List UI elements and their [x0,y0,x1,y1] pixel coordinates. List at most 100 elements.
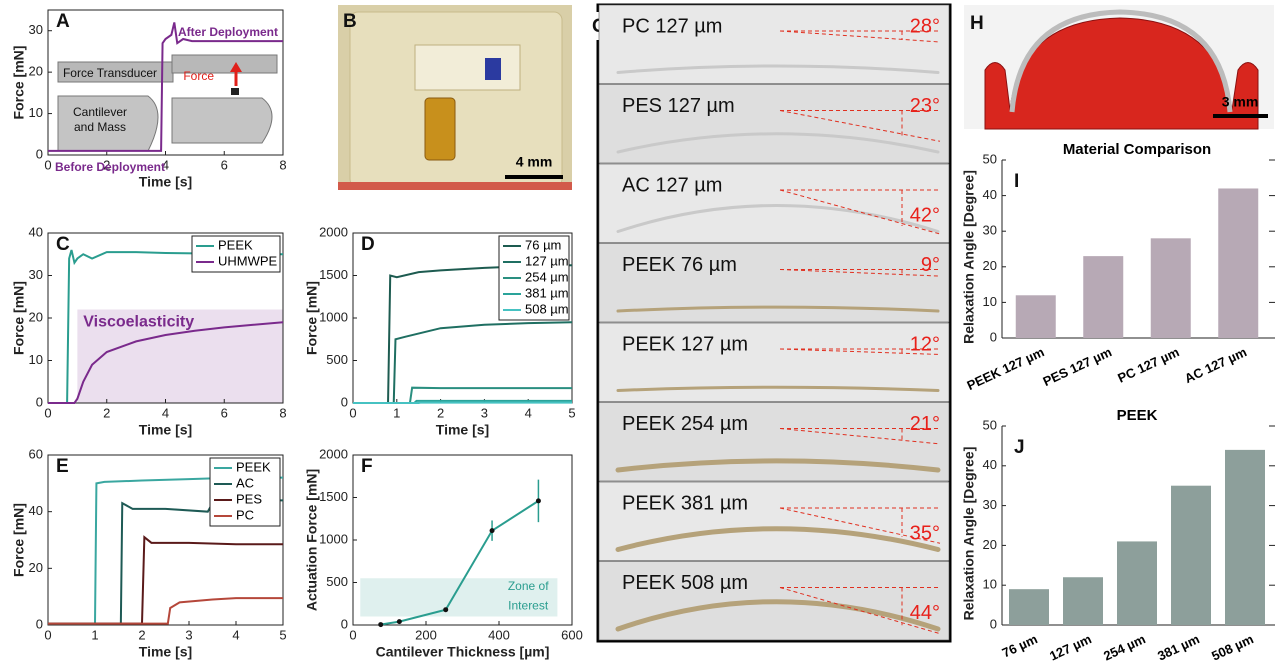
y-tick-label: 0 [341,616,348,631]
strip [615,526,941,552]
legend-label: 76 µm [525,237,561,252]
annotation: Force [183,69,214,83]
bar [1225,449,1265,625]
legend-label: PC [236,507,254,522]
plot-frame [47,454,284,626]
strip [616,385,940,392]
coil [424,97,456,161]
angle-label: 42° [910,204,940,226]
y-tick-label: 0 [36,616,43,631]
x-tick-label: 0 [349,405,356,420]
x-tick-label: 8 [279,157,286,172]
y-axis-label: Relaxation Angle [Degree] [961,170,977,344]
strip-bg [598,163,950,243]
point [443,607,449,613]
scale-label: 3 mm [1222,94,1259,110]
legend-label: UHMWPE [218,253,278,268]
x-tick-label: AC 127 µm [1182,344,1249,386]
strip-label: PES 127 µm [622,95,735,117]
zone-of-interest [360,578,558,617]
scale-bar [505,175,563,179]
y-tick-label: 20 [29,560,43,575]
bar [1083,256,1124,338]
angle-label: 35° [910,522,940,544]
strip-label: PEEK 508 µm [622,572,748,594]
x-tick-label: 3 [185,627,192,642]
contact [231,88,239,95]
y-tick-label: 1500 [319,267,348,282]
y-tick-label: 2000 [319,224,348,239]
strip [616,132,940,154]
strip-label: PC 127 µm [622,15,722,37]
y-tick-label: 1000 [319,309,348,324]
legend-label: 127 µm [525,253,569,268]
x-tick-label: 0 [44,405,51,420]
x-tick-label: 2 [103,405,110,420]
x-tick-label: 2 [103,157,110,172]
angle-line [779,30,941,43]
annotation: Cantilever [73,105,127,119]
panel-letter: B [343,11,357,32]
panel-letter: E [56,456,69,477]
y-tick-label: 0 [36,394,43,409]
x-tick-label: 4 [162,405,169,420]
point [396,619,402,625]
base [338,182,572,190]
annotation: Before Deployment [55,160,165,174]
x-tick-label: 6 [221,405,228,420]
angle-label: 9° [921,254,940,276]
strip-label: PEEK 381 µm [622,492,748,514]
y-tick-label: 0 [341,394,348,409]
annotation: Interest [508,598,549,612]
strip [615,458,941,473]
x-tick-label: 4 [232,627,239,642]
y-tick-label: 40 [983,457,997,472]
annotation: Viscoelasticity [83,313,194,330]
panel-letter: F [361,456,373,477]
x-tick-label: 3 [481,405,488,420]
series-line [353,321,573,404]
inset-transducer [171,54,278,74]
strip-label: PEEK 76 µm [622,254,737,276]
y-tick-label: 50 [983,151,997,166]
legend-label: 381 µm [525,285,569,300]
x-axis-label: Time [s] [139,644,192,660]
legend-label: PEEK [218,237,253,252]
y-tick-label: 20 [29,309,43,324]
strip [616,305,940,313]
legend-label: 508 µm [525,301,569,316]
legend-box [191,235,281,273]
bar [1015,295,1056,338]
inset-cantilever [171,97,273,144]
x-tick-label: 600 [561,627,583,642]
strip-label: AC 127 µm [622,174,722,196]
mold [984,17,1259,130]
y-tick-label: 500 [326,574,348,589]
x-tick-label: 508 µm [1209,631,1256,663]
slot [414,44,521,91]
y-tick-label: 10 [29,352,43,367]
y-tick-label: 20 [983,258,997,273]
angle-label: 28° [910,15,940,37]
x-tick-label: 8 [279,405,286,420]
x-tick-label: 5 [279,627,286,642]
inset-transducer [57,61,174,83]
y-tick-label: 30 [983,497,997,512]
x-axis-label: Time [s] [139,174,192,190]
magnet [485,58,501,80]
strip-bg [598,84,950,164]
strip-bg [598,481,950,561]
y-axis-label: Actuation Force [mN] [304,469,320,611]
y-axis-label: Force [mN] [11,281,27,355]
y-tick-label: 40 [983,187,997,202]
point [489,528,495,534]
y-axis-label: Force [mN] [304,281,320,355]
x-tick-label: 400 [488,627,510,642]
x-tick-label: 200 [415,627,437,642]
legend-label: AC [236,475,254,490]
y-tick-label: 0 [36,146,43,161]
series-line [48,535,283,625]
x-tick-label: 381 µm [1155,631,1202,663]
x-tick-label: 76 µm [1000,631,1040,660]
